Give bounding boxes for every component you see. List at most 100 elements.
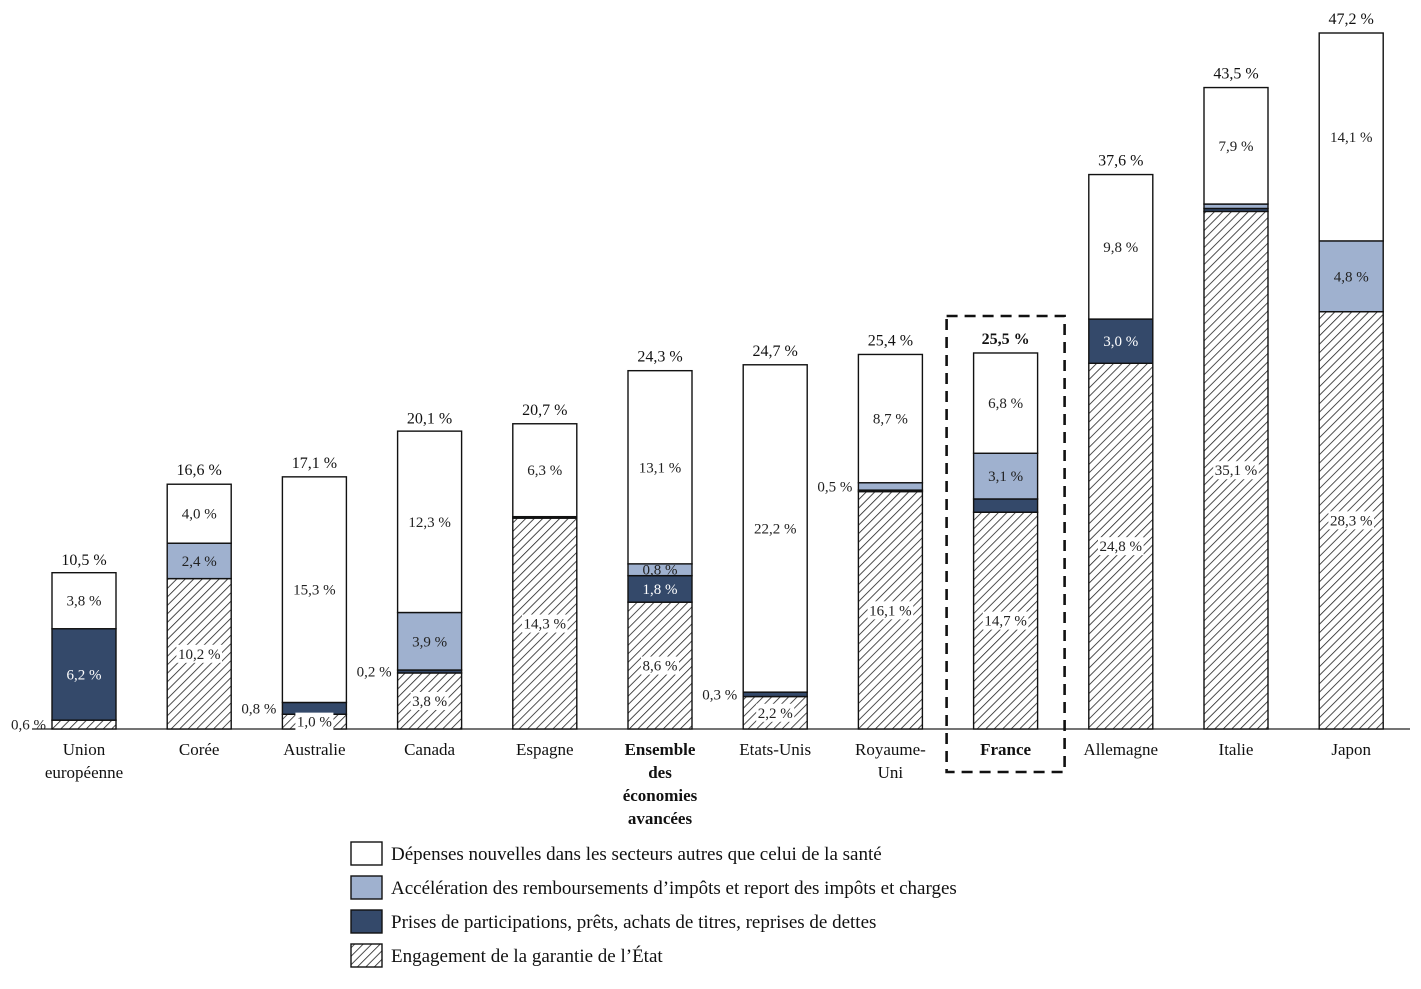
bar-segment xyxy=(627,369,693,565)
data-label: 0,3 % xyxy=(702,687,737,703)
bar-segment xyxy=(1318,32,1384,242)
data-label: 3,9 % xyxy=(412,634,447,650)
bar-segment xyxy=(281,476,348,704)
data-label: 2,4 % xyxy=(182,554,217,570)
category-label: Allemagne xyxy=(1084,740,1159,759)
data-label: 10,2 % xyxy=(178,647,221,663)
bar-segment xyxy=(512,423,578,518)
category-label: Australie xyxy=(283,740,345,759)
legend-label: Dépenses nouvelles dans les secteurs aut… xyxy=(391,844,882,865)
data-label: 15,3 % xyxy=(293,583,336,599)
data-label: 4,0 % xyxy=(182,507,217,523)
category-label: Union xyxy=(63,740,106,759)
bar-segment xyxy=(1088,173,1154,320)
total-label: 16,6 % xyxy=(177,462,222,479)
category-label: Royaume- xyxy=(855,740,926,759)
data-label: 8,7 % xyxy=(873,412,908,428)
bar-segment xyxy=(972,352,1039,454)
data-label: 6,8 % xyxy=(988,396,1023,412)
data-label: 22,2 % xyxy=(754,521,797,537)
category-label: Uni xyxy=(878,763,904,782)
bar-segment xyxy=(51,628,117,721)
bar-segment xyxy=(972,498,1039,513)
bar-segment xyxy=(281,701,348,715)
bar-segment xyxy=(51,719,117,730)
total-label: 24,3 % xyxy=(637,349,682,366)
bar-segment xyxy=(857,353,924,484)
data-label: 24,8 % xyxy=(1100,539,1143,555)
total-label: 20,1 % xyxy=(407,411,452,428)
data-label-bg xyxy=(756,703,795,722)
bar-segment xyxy=(742,364,808,693)
legend-swatch xyxy=(350,943,383,968)
category-label: avancées xyxy=(628,809,693,828)
data-label: 0,6 % xyxy=(11,718,46,734)
data-label-bg xyxy=(1213,461,1259,480)
bar-segment xyxy=(972,452,1039,500)
total-label: 25,5 % xyxy=(982,331,1030,348)
data-label: 6,2 % xyxy=(67,667,102,683)
data-label: 3,0 % xyxy=(1103,334,1138,350)
data-label: 0,8 % xyxy=(241,701,276,717)
category-label: Japon xyxy=(1331,740,1371,759)
category-label: Etats-Unis xyxy=(739,740,811,759)
legend-swatch xyxy=(350,841,383,866)
legend-swatch xyxy=(350,875,383,900)
data-label: 0,2 % xyxy=(357,664,392,680)
category-label: des xyxy=(648,763,672,782)
data-label: 1,8 % xyxy=(643,582,678,598)
data-label: 16,1 % xyxy=(869,603,912,619)
legend-swatch xyxy=(350,909,383,934)
bar-segment xyxy=(1088,318,1154,365)
total-label: 20,7 % xyxy=(522,402,567,419)
highlight-box xyxy=(945,314,1066,774)
data-label-bg xyxy=(1328,511,1374,530)
data-label: 14,3 % xyxy=(524,617,567,633)
data-label: 4,8 % xyxy=(1334,269,1369,285)
data-label: 28,3 % xyxy=(1330,513,1373,529)
data-label: 0,8 % xyxy=(643,563,678,579)
bar-segment xyxy=(166,483,232,544)
total-label: 25,4 % xyxy=(868,332,913,349)
legend-label: Engagement de la garantie de l’État xyxy=(391,945,663,967)
data-label-bg xyxy=(641,656,679,675)
total-label: 37,6 % xyxy=(1098,153,1143,170)
data-label: 3,8 % xyxy=(67,594,102,610)
bar-segment xyxy=(396,611,463,671)
data-label: 12,3 % xyxy=(408,515,451,531)
data-label: 3,1 % xyxy=(988,469,1023,485)
bar-segment xyxy=(51,571,117,630)
total-label: 10,5 % xyxy=(61,552,106,569)
category-label: économies xyxy=(623,786,698,805)
data-label: 14,7 % xyxy=(984,614,1027,630)
data-label: 35,1 % xyxy=(1215,463,1258,479)
data-label: 14,1 % xyxy=(1330,130,1373,146)
data-label: 0,5 % xyxy=(817,479,852,495)
bar-segment xyxy=(857,482,924,491)
data-label: 9,8 % xyxy=(1103,240,1138,256)
category-label: européenne xyxy=(45,763,123,782)
data-label: 6,3 % xyxy=(527,463,562,479)
category-label: France xyxy=(980,740,1031,759)
bar-segment xyxy=(1203,86,1269,205)
data-label: 7,9 % xyxy=(1219,139,1254,155)
data-label: 3,8 % xyxy=(412,694,447,710)
category-label: Canada xyxy=(404,740,455,759)
data-label: 2,2 % xyxy=(758,706,793,722)
category-label: Corée xyxy=(179,740,220,759)
bar-segment xyxy=(396,430,463,614)
data-label-bg xyxy=(522,614,568,633)
data-label-bg xyxy=(1098,537,1144,556)
total-label: 24,7 % xyxy=(753,343,798,360)
category-label: Espagne xyxy=(516,740,574,759)
category-label: Ensemble xyxy=(625,740,696,759)
category-label: Italie xyxy=(1219,740,1254,759)
total-label: 43,5 % xyxy=(1213,66,1258,83)
bar-segment xyxy=(1318,240,1384,313)
legend-label: Prises de participations, prêts, achats … xyxy=(391,912,876,933)
legend-label: Accélération des remboursements d’impôts… xyxy=(391,878,957,899)
data-label: 8,6 % xyxy=(643,659,678,675)
data-label: 1,0 % xyxy=(297,715,332,731)
